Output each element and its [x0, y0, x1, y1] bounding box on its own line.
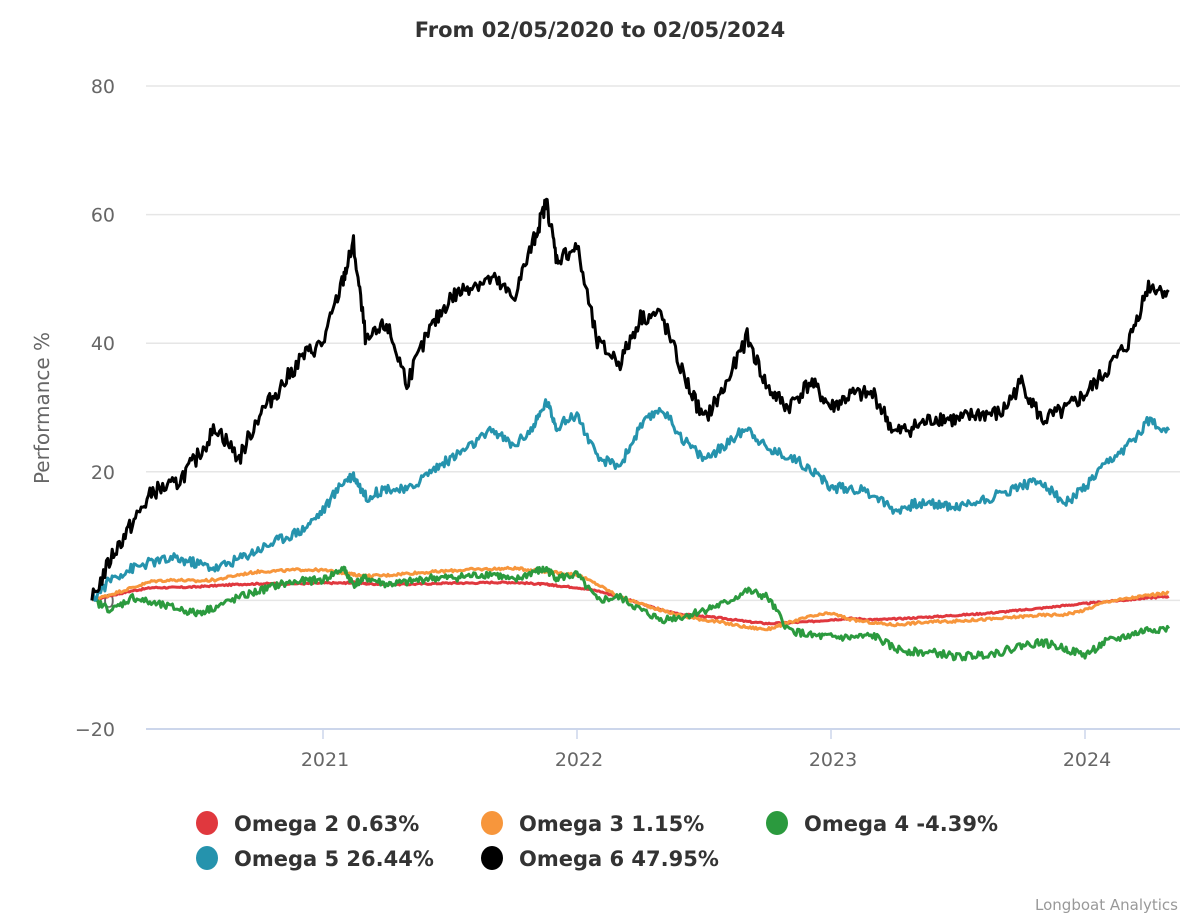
- legend-marker: [481, 811, 503, 835]
- chart-title: From 02/05/2020 to 02/05/2024: [415, 18, 786, 42]
- x-tick-label: 2024: [1063, 749, 1111, 771]
- legend-label: Omega 5 26.44%: [234, 847, 434, 871]
- gridlines: [146, 85, 1180, 602]
- legend-item-omega-2[interactable]: Omega 2 0.63%: [196, 811, 419, 836]
- series-line-omega-5[interactable]: [90, 398, 1171, 602]
- legend-marker: [196, 811, 218, 835]
- legend-marker: [196, 846, 218, 870]
- series-line-omega-4[interactable]: [90, 565, 1171, 662]
- series-line-omega-3[interactable]: [90, 565, 1170, 632]
- y-tick-label: −20: [75, 719, 115, 741]
- legend-item-omega-4[interactable]: Omega 4 -4.39%: [766, 811, 998, 836]
- legend-marker: [766, 811, 788, 835]
- legend-label: Omega 3 1.15%: [519, 812, 704, 836]
- legend-marker: [481, 846, 503, 870]
- x-tick-label: 2022: [555, 749, 603, 771]
- y-axis-label: Performance %: [30, 332, 54, 484]
- y-tick-label: 20: [91, 462, 115, 484]
- y-tick-label: 60: [91, 205, 115, 227]
- legend-label: Omega 4 -4.39%: [804, 812, 998, 836]
- legend: Omega 2 0.63% Omega 3 1.15% Omega 4 -4.39%…: [196, 811, 998, 871]
- x-tick-label: 2021: [301, 749, 349, 771]
- legend-item-omega-5[interactable]: Omega 5 26.44%: [196, 846, 434, 871]
- legend-item-omega-3[interactable]: Omega 3 1.15%: [481, 811, 704, 836]
- legend-item-omega-6[interactable]: Omega 6 47.95%: [481, 846, 719, 871]
- y-tick-label: 80: [91, 76, 115, 98]
- x-axis-ticks: 2021 2022 2023 2024: [301, 729, 1111, 771]
- legend-label: Omega 6 47.95%: [519, 847, 719, 871]
- legend-label: Omega 2 0.63%: [234, 812, 419, 836]
- series-lines: [90, 197, 1171, 662]
- series-line-omega-6[interactable]: [90, 197, 1170, 601]
- credit-text[interactable]: Longboat Analytics: [1035, 896, 1178, 914]
- x-tick-label: 2023: [809, 749, 857, 771]
- y-tick-label: 40: [91, 333, 115, 355]
